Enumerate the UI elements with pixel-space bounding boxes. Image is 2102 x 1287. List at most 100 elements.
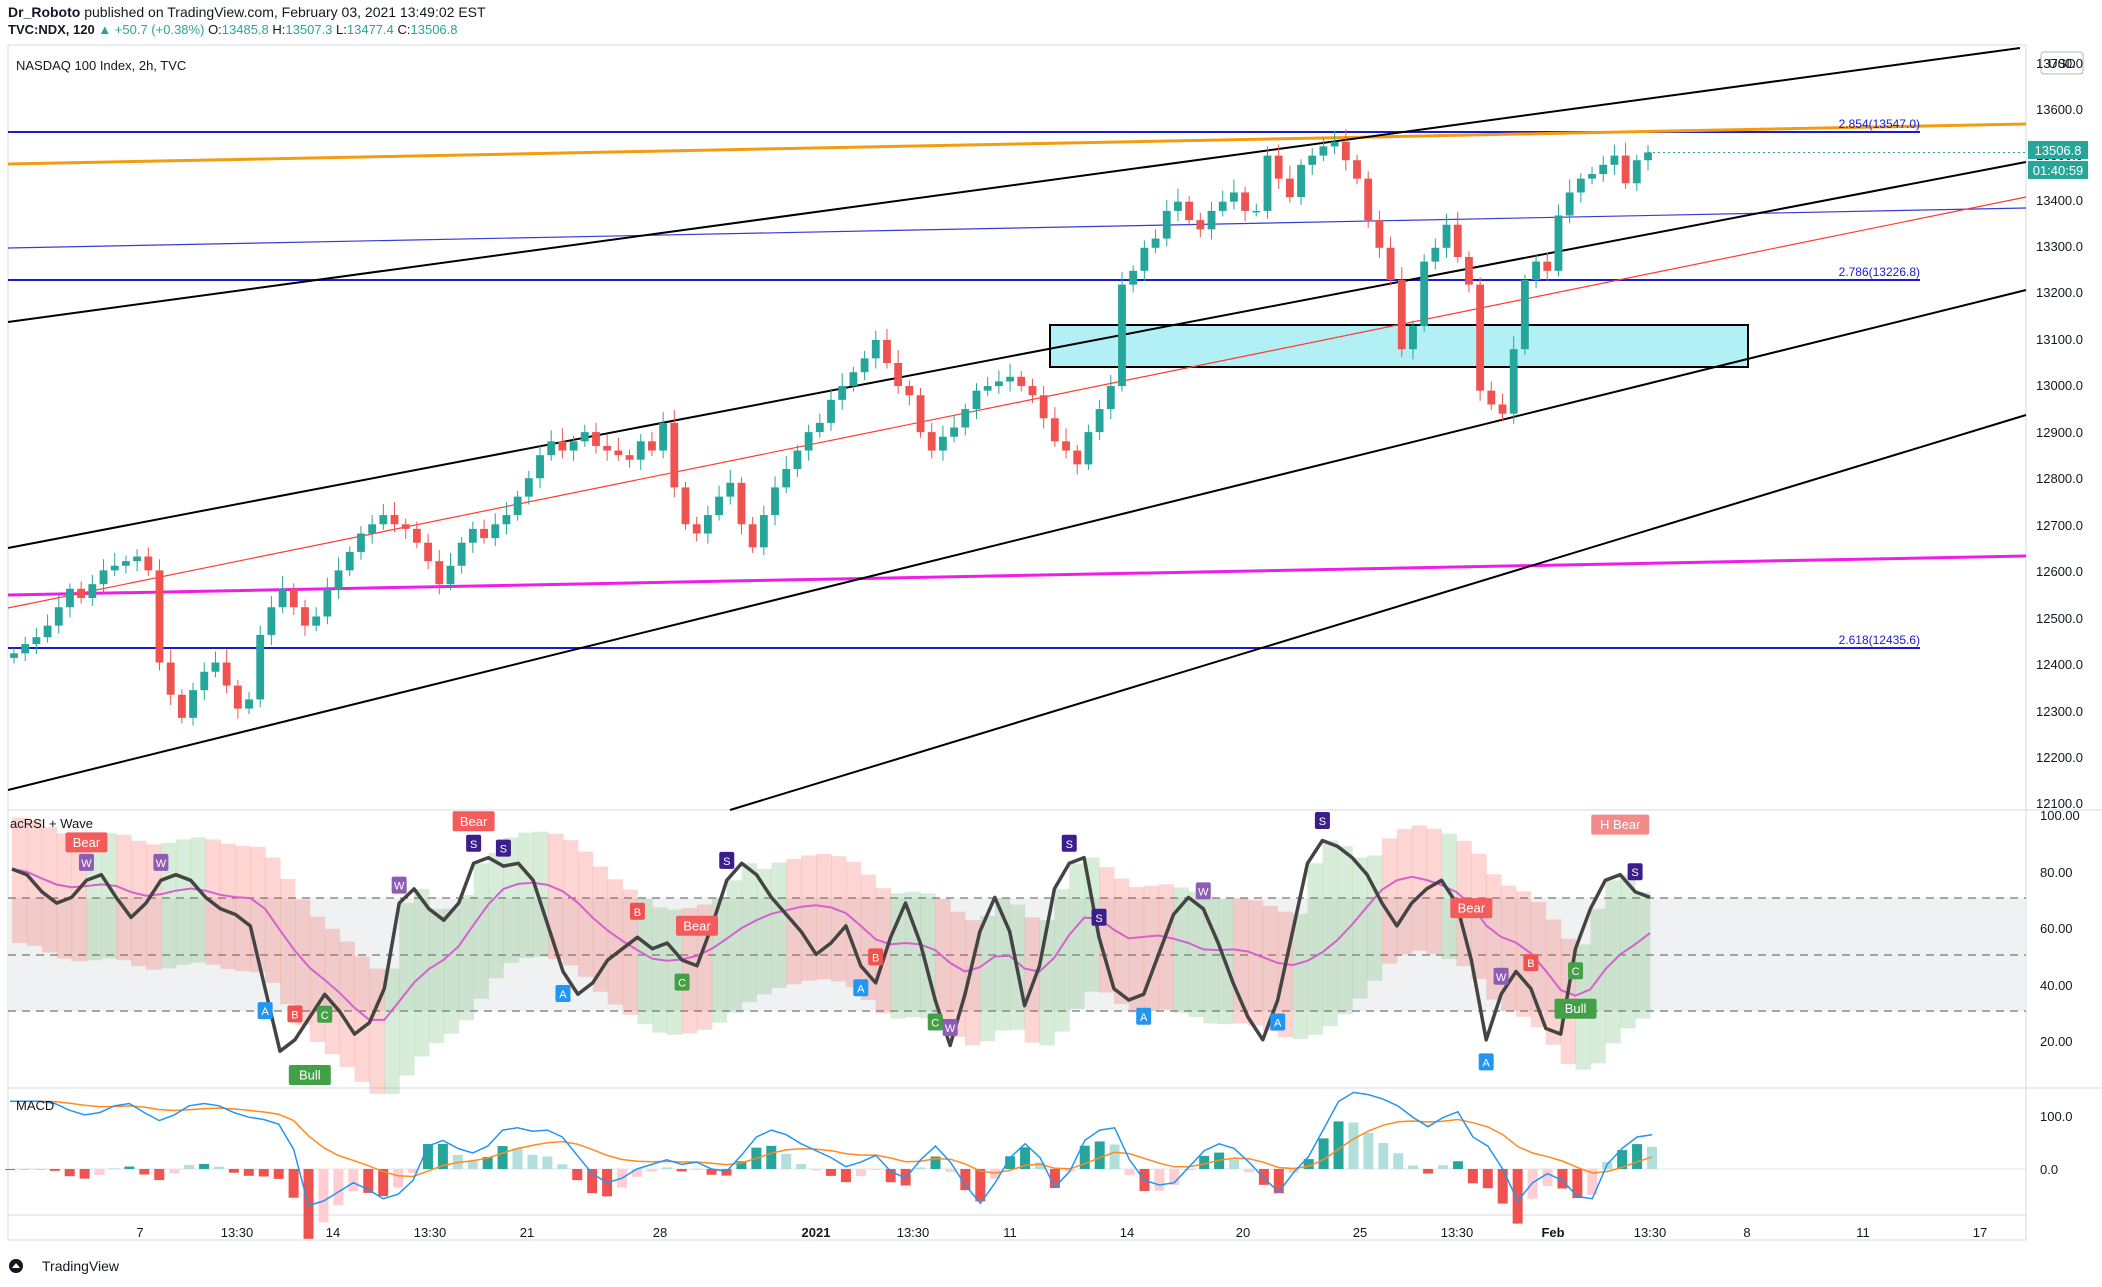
candle: [345, 546, 354, 576]
rsi-tag-box: [1270, 1013, 1286, 1031]
candle: [703, 505, 712, 544]
rsi-line: [11, 838, 1651, 1053]
candle-body: [480, 528, 488, 539]
candle-body: [1476, 284, 1485, 391]
channel-upper-line[interactable]: [7, 47, 2021, 323]
rsi-zone: [1590, 908, 1606, 1064]
rsi-zone: [994, 897, 1011, 1031]
price-tick: 12500.0: [2036, 611, 2083, 626]
rsi-tag-box: [629, 902, 645, 920]
macd-bar: [930, 1156, 941, 1169]
rsi-tag-text: W: [945, 1023, 956, 1035]
macd-tick: 0.0: [2040, 1162, 2058, 1177]
red-channel-midline[interactable]: [7, 196, 2027, 609]
macd-bar: [1154, 1169, 1165, 1191]
price-tick: 13700.0: [2036, 56, 2083, 71]
macd-bar: [1124, 1169, 1135, 1176]
rsi-tag-box: [1195, 882, 1211, 900]
rsi-tag-text: S: [1095, 913, 1102, 925]
candle: [603, 434, 612, 461]
candle-body: [1353, 160, 1361, 179]
candle: [1520, 274, 1529, 355]
macd-bar: [184, 1165, 195, 1169]
candle: [122, 555, 130, 574]
macd-tick: 100.0: [2040, 1109, 2073, 1124]
candle: [1588, 166, 1596, 185]
candle: [614, 437, 623, 461]
rsi-zone: [518, 832, 534, 958]
candle-body: [1632, 160, 1641, 184]
rsi-tag-text: Bear: [1458, 901, 1486, 916]
rsi-tag-text: S: [470, 839, 477, 851]
rsi-zone: [41, 827, 58, 953]
rsi-tag-a: A: [1478, 1053, 1494, 1071]
macd-bar: [766, 1145, 777, 1169]
channel-lower-line[interactable]: [7, 289, 2027, 791]
rsi-tag-text: A: [559, 989, 567, 1001]
magenta-trendline[interactable]: [7, 554, 2027, 597]
rsi-tick: 100.00: [2040, 808, 2080, 823]
macd-bar: [139, 1169, 150, 1175]
rsi-tag-a: A: [257, 1002, 273, 1020]
author-name[interactable]: Dr_Roboto: [8, 4, 81, 20]
countdown-box: [2028, 161, 2088, 179]
candle: [1196, 212, 1205, 238]
candle: [994, 370, 1003, 394]
candle-body: [1386, 247, 1395, 281]
candle-body: [894, 362, 903, 387]
plot-border: [7, 44, 2027, 1241]
candle-body: [1465, 256, 1473, 285]
rsi-tag-text: S: [500, 844, 507, 856]
rsi-tag-c: C: [1568, 962, 1584, 980]
candle: [222, 649, 231, 694]
macd-bar: [706, 1169, 717, 1175]
macd-bar: [870, 1169, 881, 1170]
rsi-zone: [1381, 838, 1398, 964]
candle: [1442, 213, 1451, 258]
channel-mid-line[interactable]: [7, 161, 2027, 549]
macd-bar: [1363, 1132, 1374, 1169]
macd-bar: [1169, 1169, 1180, 1185]
macd-bar: [79, 1169, 90, 1179]
rsi-zone: [294, 899, 311, 1025]
candle-body: [368, 524, 377, 534]
candle-body: [771, 487, 779, 516]
candle: [1039, 386, 1048, 429]
macd-bar: [721, 1169, 732, 1176]
orange-trendline[interactable]: [7, 122, 2027, 166]
candle: [715, 485, 723, 521]
price-tick: 12200.0: [2036, 750, 2083, 765]
candle-body: [88, 584, 97, 599]
currency-badge[interactable]: USD: [2040, 51, 2084, 75]
footer-brand[interactable]: TradingView: [8, 1258, 119, 1274]
thin-blue-trendline[interactable]: [7, 207, 2027, 249]
candle: [1353, 154, 1361, 185]
candle: [1006, 363, 1014, 392]
macd-bar: [1303, 1159, 1314, 1169]
macd-pane-title: MACD: [16, 1098, 54, 1113]
macd-bar: [258, 1169, 269, 1177]
price-tick: 13200.0: [2036, 285, 2083, 300]
rsi-zone: [56, 833, 73, 959]
macd-bar: [1408, 1165, 1419, 1169]
macd-bar: [542, 1156, 553, 1169]
outer-lower-line[interactable]: [729, 414, 2027, 811]
time-tick: 13:30: [1634, 1225, 1667, 1240]
candle-body: [961, 409, 970, 428]
candle: [412, 521, 421, 549]
candle: [245, 692, 253, 715]
candle: [692, 516, 701, 542]
candle-body: [1453, 224, 1462, 257]
candle: [312, 607, 321, 632]
rsi-tag-bull: Bull: [288, 1065, 331, 1086]
candle: [379, 504, 388, 530]
rsi-zone: [458, 894, 475, 1021]
rsi-zone: [1620, 874, 1636, 1029]
candle: [21, 636, 30, 662]
candle-body: [1644, 152, 1652, 161]
macd-axis-ticks: 100.0 0.0: [2040, 1109, 2073, 1177]
rsi-zone: [1515, 891, 1532, 1017]
candle-body: [670, 422, 679, 488]
time-tick: 11: [1856, 1225, 1870, 1240]
